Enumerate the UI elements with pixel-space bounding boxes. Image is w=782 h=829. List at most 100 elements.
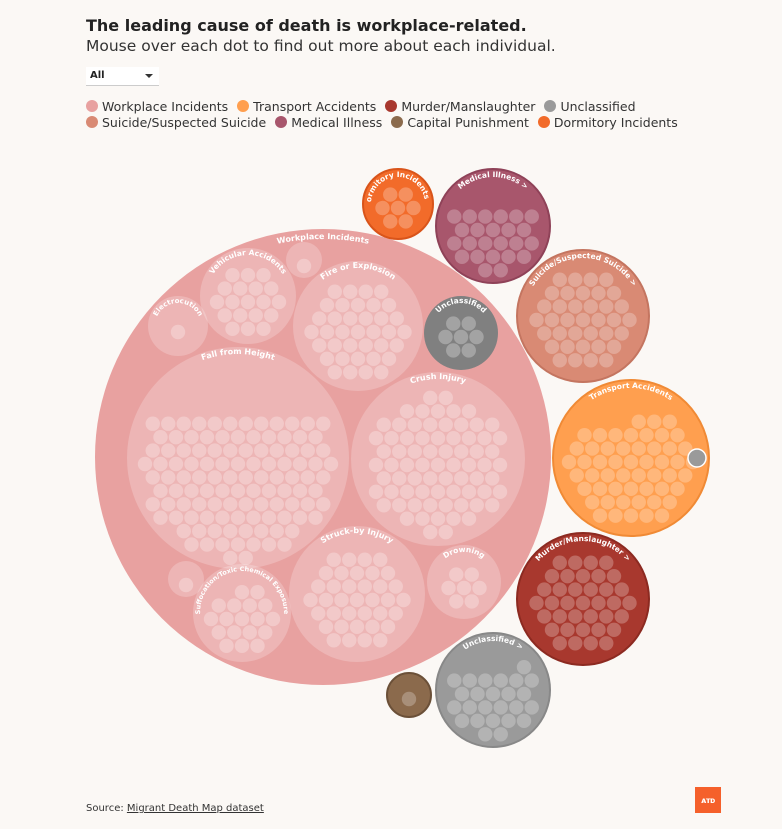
workplace-dot[interactable] — [256, 321, 271, 337]
transport-accidents-dot[interactable] — [600, 495, 615, 510]
dormitory-incidents-dot[interactable] — [375, 200, 390, 216]
workplace-dot[interactable] — [350, 297, 366, 313]
sub-bubble[interactable]: Struck-by Injury — [289, 526, 425, 662]
medical-illness-dot[interactable] — [501, 249, 516, 265]
transport-accidents-dot[interactable] — [592, 427, 608, 443]
workplace-dot[interactable] — [397, 324, 412, 340]
bubble-transport-accidents-outer[interactable] — [552, 379, 710, 537]
suicide-suspected-suicide-dot[interactable] — [599, 353, 614, 368]
suicide-suspected-suicide-dot[interactable] — [614, 326, 629, 341]
transport-accidents-dot[interactable] — [608, 508, 623, 523]
workplace-dot[interactable] — [248, 281, 263, 296]
unclassified-dot[interactable] — [524, 700, 539, 715]
workplace-dot[interactable] — [316, 470, 331, 485]
workplace-dot[interactable] — [376, 498, 391, 513]
workplace-dot[interactable] — [430, 404, 446, 419]
suicide-suspected-suicide-dot[interactable] — [568, 326, 583, 341]
dormitory-incidents-dot[interactable] — [383, 187, 398, 202]
workplace-dot[interactable] — [277, 537, 292, 552]
workplace-dot[interactable] — [230, 456, 246, 472]
workplace-dot[interactable] — [380, 565, 396, 581]
transport-accidents-dot[interactable] — [647, 468, 662, 483]
workplace-dot[interactable] — [238, 470, 253, 485]
workplace-dot[interactable] — [464, 567, 479, 582]
workplace-dot[interactable] — [176, 523, 191, 539]
workplace-dot[interactable] — [227, 625, 242, 640]
workplace-dot[interactable] — [223, 470, 238, 485]
workplace-dot[interactable] — [246, 537, 261, 552]
medical-illness-dot[interactable] — [516, 222, 532, 238]
workplace-dot[interactable] — [230, 429, 246, 445]
workplace-dot[interactable] — [211, 625, 226, 640]
workplace-dot[interactable] — [215, 456, 230, 472]
suicide-suspected-suicide-dot[interactable] — [606, 312, 622, 328]
workplace-dot[interactable] — [184, 429, 199, 445]
workplace-dot[interactable] — [350, 351, 366, 367]
workplace-dot[interactable] — [176, 470, 191, 485]
workplace-dot[interactable] — [430, 457, 446, 473]
suicide-suspected-suicide-dot[interactable] — [568, 353, 583, 368]
murder-manslaughter-dot[interactable] — [575, 568, 591, 584]
transport-accidents-dot[interactable] — [608, 454, 623, 470]
suicide-suspected-suicide-dot[interactable] — [622, 312, 637, 328]
workplace-dot[interactable] — [207, 523, 222, 539]
workplace-dot[interactable] — [319, 297, 335, 313]
workplace-dot[interactable] — [277, 456, 292, 472]
workplace-dot[interactable] — [343, 338, 358, 353]
workplace-dot[interactable] — [446, 457, 461, 473]
transport-accidents-dot[interactable] — [639, 427, 654, 443]
transport-accidents-dot[interactable] — [662, 495, 677, 510]
workplace-dot[interactable] — [248, 308, 263, 323]
transport-accidents-dot[interactable] — [670, 454, 685, 470]
workplace-dot[interactable] — [192, 497, 207, 512]
workplace-dot[interactable] — [238, 443, 253, 458]
medical-illness-dot[interactable] — [478, 263, 493, 278]
transport-accidents-dot[interactable] — [585, 441, 600, 456]
bubble-workplace-unclassified[interactable]: Unclassified — [424, 296, 498, 370]
workplace-dot[interactable] — [449, 567, 464, 582]
workplace-dot[interactable] — [308, 483, 323, 499]
suicide-suspected-suicide-dot[interactable] — [606, 285, 622, 301]
workplace-dot[interactable] — [423, 444, 438, 459]
suicide-suspected-suicide-dot[interactable] — [583, 272, 598, 287]
sub-bubble[interactable]: Suffocation/Toxic Chemical Exposure — [193, 564, 291, 662]
workplace-dot[interactable] — [269, 497, 284, 512]
suicide-suspected-suicide-dot[interactable] — [606, 339, 622, 355]
workplace-dot[interactable] — [238, 550, 253, 566]
workplace-dot[interactable] — [342, 606, 357, 621]
workplace-dot[interactable] — [238, 497, 253, 512]
workplace-dot[interactable] — [461, 457, 477, 473]
workplace-dot[interactable] — [170, 324, 186, 340]
transport-accidents-dot[interactable] — [631, 495, 646, 510]
suicide-suspected-suicide-dot[interactable] — [614, 299, 629, 314]
bubble-dormitory-incidents-outer[interactable] — [362, 168, 434, 240]
workplace-dot[interactable] — [145, 470, 160, 485]
workplace-dot[interactable] — [153, 510, 168, 525]
medical-illness-dot[interactable] — [478, 209, 493, 224]
workplace-dot[interactable] — [271, 294, 287, 310]
murder-manslaughter-dot[interactable] — [583, 636, 598, 651]
workplace-dot[interactable] — [264, 308, 279, 323]
murder-manslaughter-dot[interactable] — [552, 555, 567, 570]
workplace-dot[interactable] — [368, 430, 384, 446]
medical-illness-dot[interactable] — [462, 236, 477, 251]
workplace-dot[interactable] — [477, 457, 492, 473]
medical-illness-dot[interactable] — [493, 209, 508, 224]
workplace-dot[interactable] — [199, 537, 215, 552]
workplace-dot[interactable] — [389, 311, 404, 326]
workplace-dot[interactable] — [392, 444, 407, 459]
transport-accidents-dot[interactable] — [662, 414, 677, 429]
workplace-dot[interactable] — [300, 443, 315, 458]
workplace-dot[interactable] — [464, 594, 479, 609]
workplace-dot[interactable] — [168, 483, 184, 499]
workplace-dot[interactable] — [342, 552, 357, 567]
capital-punishment-dot[interactable] — [401, 691, 417, 707]
bubble-medical-illness-outer[interactable] — [435, 168, 551, 284]
sub-bubble[interactable] — [286, 242, 322, 278]
medical-illness-dot[interactable] — [524, 209, 539, 224]
transport-accidents-dot[interactable] — [585, 495, 600, 510]
workplace-dot[interactable] — [254, 523, 269, 539]
workplace-dot[interactable] — [461, 404, 477, 419]
dormitory-incidents-dot[interactable] — [398, 214, 413, 229]
workplace-dot[interactable] — [326, 579, 341, 594]
